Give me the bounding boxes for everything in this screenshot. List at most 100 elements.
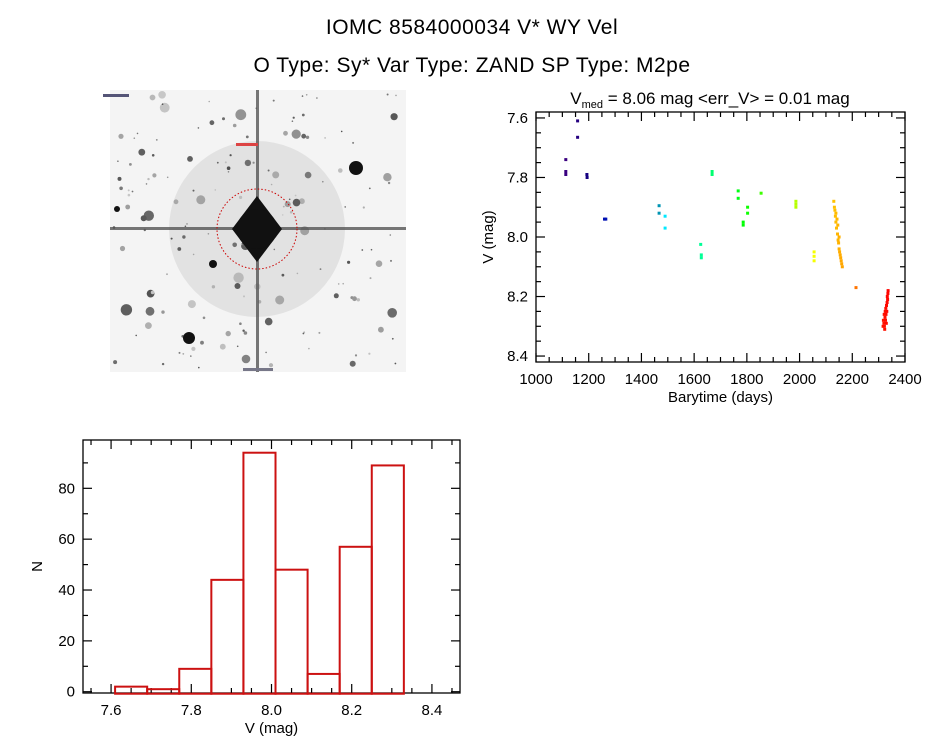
x-axis-label: Barytime (days) [668,389,773,406]
star [191,346,196,351]
star [344,206,347,208]
x-tick-label: 8.2 [341,702,362,719]
x-axis-label: V (mag) [245,720,298,737]
data-point [854,286,858,290]
star [322,180,324,183]
star [170,237,173,240]
light-curve-plot: 1000 1200 1400 1600 1800 2000 2200 2400 7.6 7.8 8.… [480,89,922,406]
star [208,100,210,103]
star [242,329,245,332]
star [192,253,195,256]
star [150,290,155,295]
star [296,272,299,275]
data-point [885,304,888,307]
star [158,91,166,99]
star [133,137,136,139]
data-point [836,223,840,227]
star [127,193,131,197]
data-point [882,312,886,316]
finder-label-bottom [243,368,273,371]
star [340,130,343,133]
star [301,113,305,117]
star [301,95,304,97]
star [361,249,364,251]
data-point [794,199,798,203]
star [226,166,231,170]
star [243,331,248,335]
star [386,93,389,96]
histogram-bar [178,667,213,695]
data-point [812,254,816,258]
data-point [884,312,888,316]
star [129,163,132,166]
star [187,300,196,309]
star [190,355,192,357]
data-point [836,232,839,236]
y-tick-label: 80 [58,480,75,497]
star [113,360,118,365]
star [161,310,165,314]
star [127,189,130,192]
data-point [838,250,842,254]
star [197,127,200,129]
star [389,234,392,236]
data-point [812,259,816,263]
star [292,116,295,119]
star [394,362,397,365]
star [252,161,255,164]
data-point [884,318,887,322]
data-point [657,211,661,215]
star [236,345,239,348]
star [178,351,181,354]
data-point [885,301,889,304]
data-point [736,196,740,200]
data-point [833,208,837,212]
star [308,347,310,350]
x-tick-label: 1000 [519,371,552,388]
y-axis-label: N [29,561,46,572]
x-tick-label: 7.8 [181,702,202,719]
x-tick-label: 2000 [783,371,816,388]
histogram-bar [274,568,309,695]
star [243,295,245,298]
data-point [881,318,885,322]
histogram-bar [210,578,245,695]
plot-frame [535,111,906,363]
star [347,260,351,264]
star [177,247,182,251]
y-tick-label: 0 [67,684,75,701]
star [282,205,285,208]
star [227,171,230,173]
star [391,337,394,340]
star [120,304,133,316]
star [264,317,273,326]
title-rest: = 8.06 mag <err_V> = 0.01 mag [603,89,850,108]
star [368,187,371,190]
star [390,259,392,262]
bright-star [114,206,120,212]
star [305,94,308,96]
star [119,186,123,191]
star [291,129,301,139]
data-point [699,256,703,260]
star [383,173,392,182]
star [387,181,391,185]
y-tick-label: 8.2 [507,289,528,306]
star [136,132,139,135]
star [272,171,280,179]
star [240,243,243,246]
light-curve-title: Vmed = 8.06 mag <err_V> = 0.01 mag [570,89,849,111]
star [338,168,343,173]
star [294,194,297,197]
star [149,94,156,101]
aperture-circle [216,188,298,270]
star [182,353,185,355]
data-point [885,309,889,313]
finder-label-corner [103,94,129,97]
data-point [710,173,714,176]
histogram-bar [338,545,373,695]
y-tick-label: 20 [58,633,75,650]
star [147,177,150,181]
data-point [886,298,890,301]
star [283,130,288,136]
